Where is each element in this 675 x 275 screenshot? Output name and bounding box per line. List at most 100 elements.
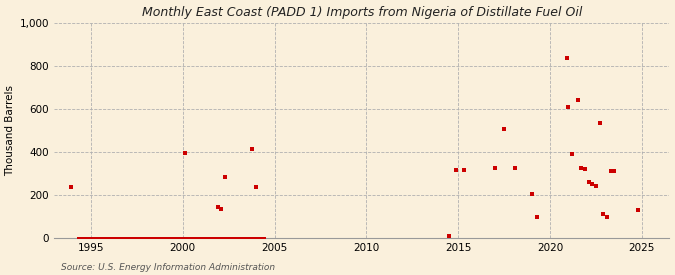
Point bbox=[561, 56, 572, 60]
Point bbox=[123, 236, 134, 240]
Point bbox=[227, 236, 238, 240]
Point bbox=[91, 236, 102, 240]
Point bbox=[76, 236, 86, 240]
Point bbox=[105, 236, 115, 240]
Point bbox=[126, 236, 137, 240]
Point bbox=[206, 236, 217, 240]
Point bbox=[526, 192, 537, 196]
Point bbox=[151, 236, 161, 240]
Point bbox=[74, 236, 85, 240]
Point bbox=[499, 127, 510, 131]
Point bbox=[225, 236, 236, 240]
Point bbox=[183, 236, 194, 240]
Point bbox=[137, 236, 148, 240]
Point bbox=[443, 234, 454, 238]
Point bbox=[598, 212, 609, 217]
Point bbox=[154, 236, 165, 240]
Point bbox=[563, 104, 574, 109]
Point bbox=[85, 236, 96, 240]
Point bbox=[217, 236, 227, 240]
Point bbox=[80, 236, 91, 240]
Point bbox=[120, 236, 131, 240]
Point bbox=[211, 236, 221, 240]
Point bbox=[102, 236, 113, 240]
Point bbox=[86, 236, 97, 240]
Point bbox=[77, 236, 88, 240]
Point bbox=[173, 236, 184, 240]
Point bbox=[106, 236, 117, 240]
Point bbox=[200, 236, 211, 240]
Point bbox=[132, 236, 143, 240]
Point bbox=[532, 214, 543, 219]
Point bbox=[175, 236, 186, 240]
Point bbox=[232, 236, 242, 240]
Point bbox=[157, 236, 167, 240]
Point bbox=[229, 236, 240, 240]
Point bbox=[166, 236, 177, 240]
Point bbox=[109, 236, 120, 240]
Point bbox=[219, 236, 230, 240]
Point bbox=[258, 236, 269, 240]
Point bbox=[143, 236, 154, 240]
Point bbox=[163, 236, 173, 240]
Point bbox=[241, 236, 252, 240]
Point bbox=[218, 236, 229, 240]
Point bbox=[240, 236, 250, 240]
Point bbox=[89, 236, 100, 240]
Point bbox=[224, 236, 235, 240]
Point bbox=[182, 236, 192, 240]
Point bbox=[196, 236, 207, 240]
Point bbox=[609, 169, 620, 174]
Text: Source: U.S. Energy Information Administration: Source: U.S. Energy Information Administ… bbox=[61, 263, 275, 272]
Point bbox=[192, 236, 202, 240]
Point bbox=[190, 236, 201, 240]
Point bbox=[212, 205, 223, 209]
Point bbox=[247, 146, 258, 151]
Point bbox=[209, 236, 219, 240]
Point bbox=[180, 236, 190, 240]
Point bbox=[172, 236, 183, 240]
Point bbox=[169, 236, 180, 240]
Point bbox=[99, 236, 109, 240]
Y-axis label: Thousand Barrels: Thousand Barrels bbox=[5, 85, 16, 176]
Point bbox=[256, 236, 267, 240]
Point bbox=[114, 236, 125, 240]
Point bbox=[129, 236, 140, 240]
Point bbox=[146, 236, 157, 240]
Point bbox=[510, 166, 520, 170]
Point bbox=[252, 236, 263, 240]
Point bbox=[207, 236, 218, 240]
Point bbox=[119, 236, 130, 240]
Point bbox=[567, 152, 578, 156]
Point bbox=[142, 236, 153, 240]
Point bbox=[140, 236, 151, 240]
Point bbox=[242, 236, 253, 240]
Point bbox=[633, 208, 644, 212]
Point bbox=[219, 174, 230, 179]
Point bbox=[458, 168, 469, 172]
Point bbox=[177, 236, 188, 240]
Point bbox=[179, 151, 190, 155]
Point bbox=[576, 166, 587, 170]
Point bbox=[161, 236, 172, 240]
Point bbox=[580, 167, 591, 171]
Point bbox=[83, 236, 94, 240]
Point bbox=[195, 236, 206, 240]
Point bbox=[605, 169, 616, 174]
Point bbox=[223, 236, 234, 240]
Point bbox=[149, 236, 160, 240]
Point bbox=[250, 236, 261, 240]
Point bbox=[202, 236, 213, 240]
Point bbox=[216, 207, 227, 211]
Point bbox=[213, 236, 224, 240]
Point bbox=[587, 182, 597, 186]
Point bbox=[215, 236, 225, 240]
Point bbox=[230, 236, 241, 240]
Point bbox=[212, 236, 223, 240]
Point bbox=[572, 98, 583, 102]
Point bbox=[236, 236, 247, 240]
Point bbox=[82, 236, 92, 240]
Point bbox=[247, 236, 258, 240]
Point bbox=[134, 236, 144, 240]
Point bbox=[117, 236, 128, 240]
